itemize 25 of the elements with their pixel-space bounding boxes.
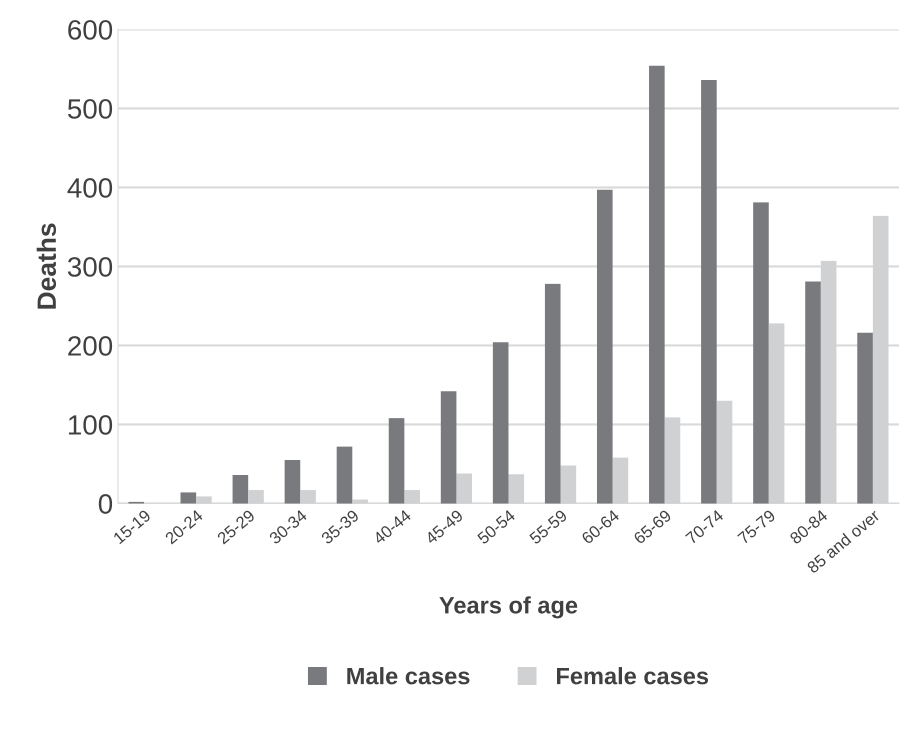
bar	[284, 460, 300, 504]
bar	[701, 80, 717, 504]
bar	[232, 475, 248, 504]
bar	[544, 284, 561, 504]
y-tick-label: 600	[68, 20, 112, 40]
bar	[857, 332, 873, 504]
bar	[492, 342, 508, 504]
y-tick-label: 100	[68, 415, 112, 435]
y-tick-label: 200	[68, 336, 112, 356]
bar	[753, 202, 769, 504]
bar	[805, 281, 821, 504]
y-axis-title: Deaths	[36, 224, 56, 309]
y-tick-label: 500	[68, 99, 112, 119]
legend-label: Male cases	[347, 667, 470, 684]
bar	[440, 391, 456, 504]
x-axis-title: Years of age	[439, 596, 578, 618]
bar	[596, 190, 613, 504]
y-tick-label: 0	[98, 494, 112, 514]
y-tick-label: 400	[67, 178, 112, 198]
y-tick-label: 300	[68, 257, 112, 277]
legend-label: Female cases	[557, 667, 708, 684]
bar	[336, 446, 352, 504]
bar	[388, 418, 404, 504]
bar	[649, 66, 665, 504]
bar	[180, 492, 196, 504]
